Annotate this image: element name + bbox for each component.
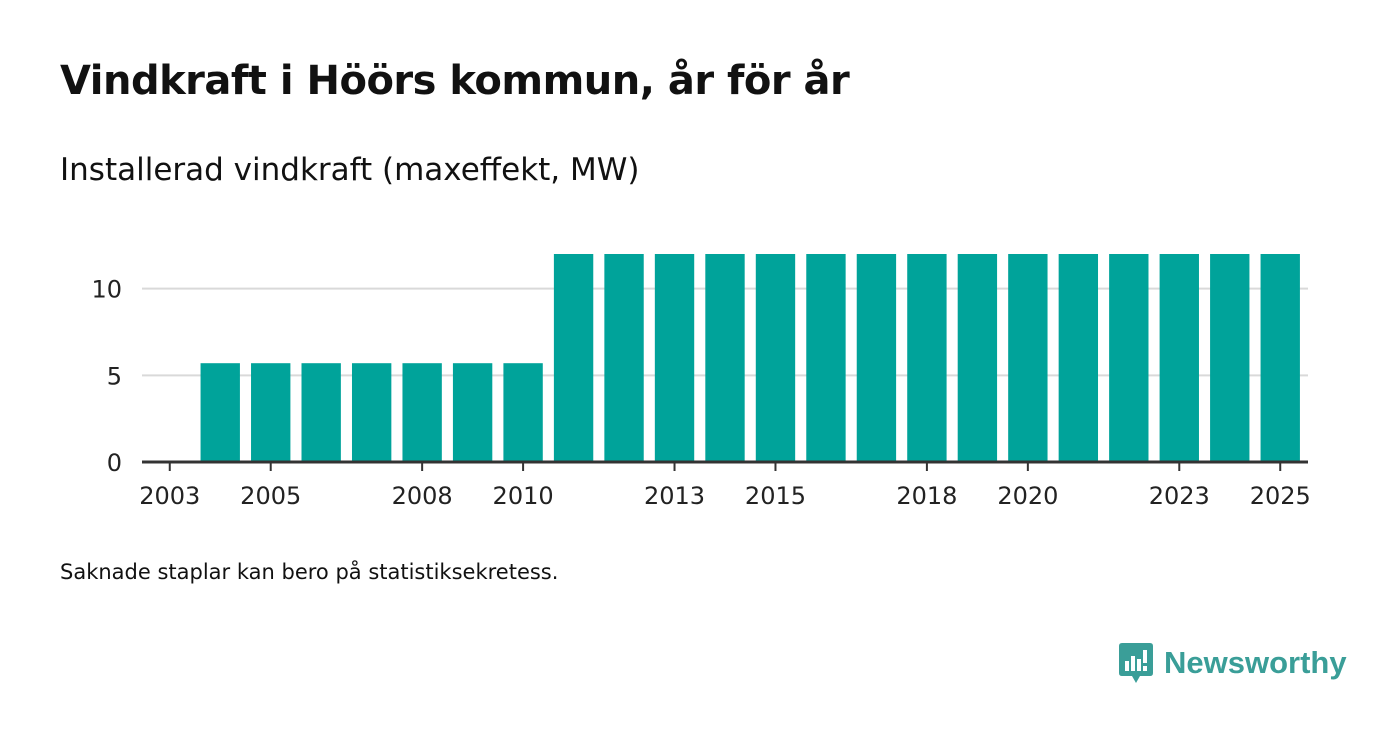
- y-tick-label: 5: [107, 362, 122, 390]
- bar-2016: [806, 254, 846, 462]
- chart-subtitle: Installerad vindkraft (maxeffekt, MW): [60, 152, 640, 188]
- x-tick-label: 2013: [644, 482, 705, 510]
- bar-2008: [402, 363, 442, 462]
- bar-2015: [755, 254, 796, 462]
- x-tick-label: 2015: [745, 482, 806, 510]
- bar-2021: [1058, 254, 1099, 462]
- x-tick-label: 2003: [139, 482, 200, 510]
- y-tick-label: 10: [91, 276, 122, 304]
- bar-2012: [604, 254, 644, 462]
- bar-2004: [200, 363, 240, 462]
- bar-2018: [907, 254, 947, 462]
- axes: 0 5 10 2003 2005 2008 2010 2013 2015 2018 2020 2023…: [91, 276, 1310, 510]
- bar-2017: [856, 254, 897, 462]
- newsworthy-logo-icon: [1119, 643, 1153, 683]
- bar-2022: [1109, 254, 1149, 462]
- bar-2011: [553, 254, 594, 462]
- bar-chart: 0 5 10 2003 2005 2008 2010 2013 2015 2018 2020 2023…: [91, 254, 1311, 510]
- brand-logo[interactable]: Newsworthy: [1118, 640, 1347, 686]
- bar-2006: [301, 363, 341, 462]
- bars: [200, 254, 1300, 462]
- bar-2010: [503, 363, 543, 462]
- bar-2020: [1008, 254, 1048, 462]
- bar-2019: [957, 254, 998, 462]
- brand-name: Newsworthy: [1164, 645, 1347, 680]
- x-tick-label: 2018: [896, 482, 957, 510]
- x-tick-label: 2010: [493, 482, 554, 510]
- x-tick-label: 2025: [1250, 482, 1311, 510]
- bar-2014: [705, 254, 745, 462]
- chart-title: Vindkraft i Höörs kommun, år för år: [60, 58, 850, 104]
- bar-2025: [1260, 254, 1300, 462]
- x-tick-label: 2020: [997, 482, 1058, 510]
- bar-2009: [452, 363, 493, 462]
- bar-2024: [1210, 254, 1250, 462]
- bar-2013: [654, 254, 695, 462]
- x-tick-label: 2008: [392, 482, 453, 510]
- x-tick-label: 2005: [240, 482, 301, 510]
- y-tick-label: 0: [107, 449, 122, 477]
- bar-2007: [351, 363, 392, 462]
- footnote: Saknade staplar kan bero på statistiksek…: [60, 560, 559, 584]
- bar-2005: [251, 363, 291, 462]
- bar-2023: [1159, 254, 1199, 462]
- x-tick-label: 2023: [1149, 482, 1210, 510]
